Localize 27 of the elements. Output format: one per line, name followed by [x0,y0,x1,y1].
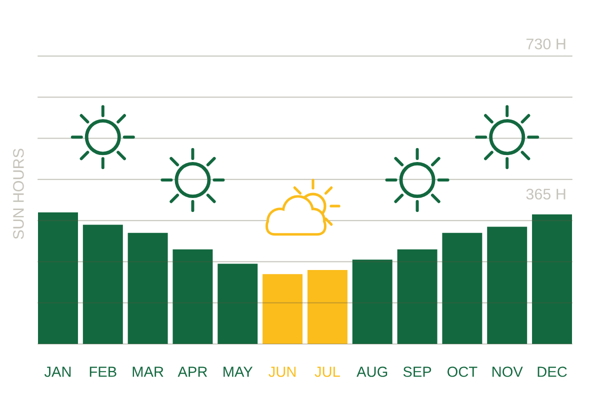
x-tick-label: NOV [492,366,523,377]
x-tick-label: MAY [224,366,253,377]
bar [82,224,123,344]
x-tick-label: JUN [268,366,296,377]
y-tick-label: 730 H [526,38,566,50]
x-tick-label: JAN [44,366,71,377]
bar [128,232,168,344]
bar [352,260,392,344]
bar [262,274,303,344]
bar [172,249,213,344]
bar [487,226,528,344]
bar [307,270,348,344]
y-tick-label: 365 H [526,188,566,200]
x-tick-label: FEB [90,366,116,377]
x-tick-label: SEP [403,366,432,377]
bar [442,232,482,344]
y-axis-title: SUN HOURS [13,148,24,239]
x-tick-label: JUL [314,366,340,377]
x-tick-label: MAR [132,366,164,377]
bar [532,214,572,344]
bar [38,212,78,344]
x-tick-label: DEC [538,366,567,377]
bar [218,264,258,344]
x-tick-label: APR [178,366,208,377]
bar [397,249,438,344]
x-tick-label: AUG [356,366,388,377]
x-tick-label: OCT [447,366,478,377]
